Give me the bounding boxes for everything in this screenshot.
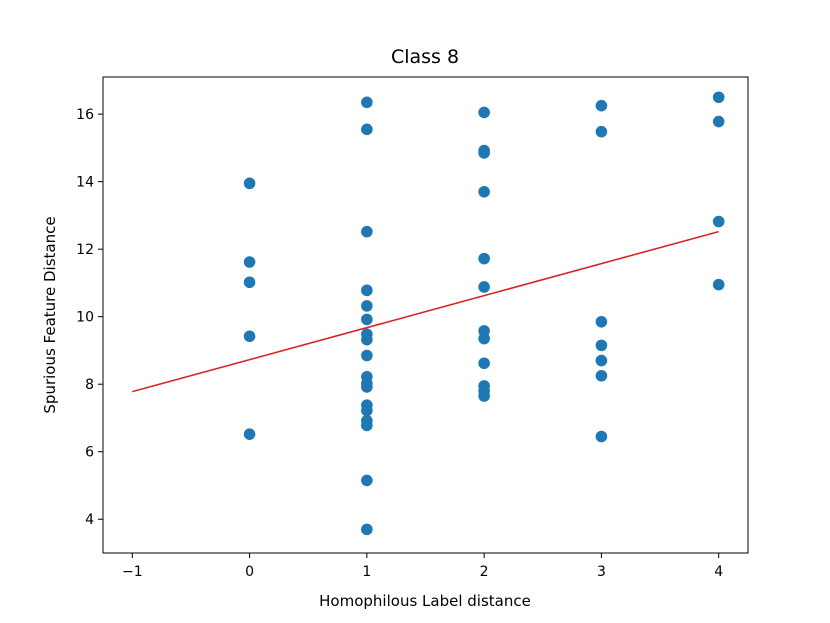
scatter-point: [595, 369, 608, 382]
scatter-point: [361, 404, 373, 417]
x-tick-label: 3: [597, 564, 606, 580]
y-tick-label: 12: [76, 242, 94, 258]
scatter-point: [478, 147, 490, 159]
scatter-point: [361, 381, 373, 393]
scatter-point: [361, 349, 373, 362]
y-tick-label: 6: [85, 445, 94, 461]
scatter-point: [361, 419, 373, 432]
scatter-point: [361, 123, 373, 136]
scatter-point: [478, 357, 490, 370]
y-axis: 4 6 8 10 12 14 16: [76, 107, 103, 528]
scatter-point: [712, 215, 725, 228]
scatter-point: [243, 330, 256, 343]
plot-series: [132, 91, 725, 536]
scatter-point: [478, 281, 490, 293]
scatter-point: [478, 106, 490, 119]
x-tick-label: 1: [362, 564, 371, 580]
y-tick-label: 14: [76, 175, 94, 191]
chart-title: Class 8: [391, 46, 459, 68]
scatter-point: [478, 252, 490, 265]
scatter-point: [361, 284, 373, 297]
scatter-point: [361, 313, 373, 326]
x-tick-label: 2: [480, 564, 489, 580]
scatter-point: [243, 276, 256, 289]
scatter-point: [361, 474, 373, 487]
scatter-point: [361, 300, 373, 312]
x-axis-label: Homophilous Label distance: [319, 592, 531, 610]
y-tick-label: 4: [85, 512, 94, 528]
scatter-point: [595, 125, 608, 138]
scatter-point: [712, 91, 725, 104]
scatter-point: [361, 523, 373, 536]
scatter-point: [478, 185, 490, 198]
plot-area: [102, 76, 749, 554]
y-tick-label: 8: [85, 377, 94, 393]
scatter-point: [595, 430, 608, 443]
scatter-point: [478, 390, 490, 402]
trend-line: [132, 230, 719, 393]
x-tick-label: 0: [245, 564, 254, 580]
scatter-point: [712, 278, 725, 291]
scatter-point: [361, 96, 373, 109]
scatter-point: [595, 339, 608, 352]
y-axis-label: Spurious Feature Distance: [41, 216, 59, 413]
scatter-point: [595, 354, 608, 367]
scatter-point: [361, 333, 373, 346]
scatter-point: [595, 99, 608, 112]
scatter-point: [243, 177, 256, 190]
x-tick-label: −1: [122, 564, 143, 580]
x-tick-label: 4: [714, 564, 723, 580]
y-tick-label: 10: [76, 310, 94, 326]
y-tick-label: 16: [76, 107, 94, 123]
scatter-point: [243, 256, 256, 268]
x-axis: −1 0 1 2 3 4: [122, 553, 723, 580]
scatter-point: [243, 428, 256, 440]
scatter-point: [712, 115, 725, 128]
scatter-point: [595, 315, 608, 328]
scatter-point: [361, 225, 373, 238]
scatter-point: [478, 332, 490, 345]
